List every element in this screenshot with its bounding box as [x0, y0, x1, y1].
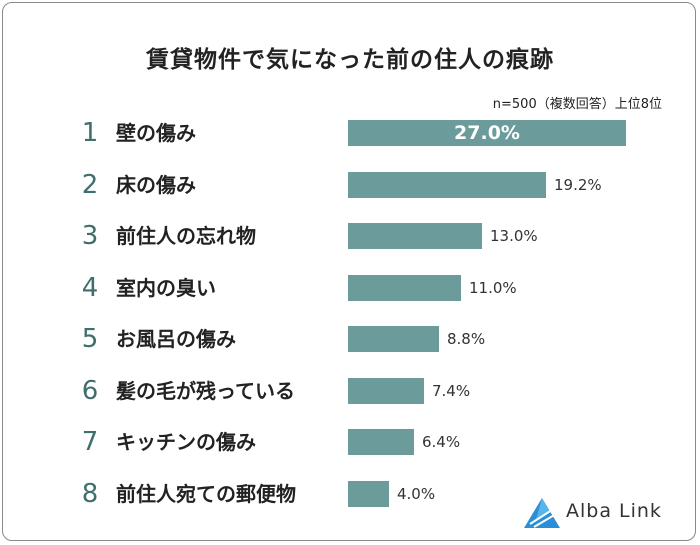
bar-row: 5 お風呂の傷み 8.8% [0, 324, 700, 354]
value-label: 6.4% [422, 433, 461, 451]
category-label: 壁の傷み [116, 121, 196, 145]
brand-name: Alba Link [566, 500, 662, 522]
category-label: キッチンの傷み [116, 430, 256, 454]
rank-number: 1 [81, 118, 99, 148]
bar [348, 274, 461, 301]
rank-number: 8 [81, 478, 99, 509]
rank-number: 4 [81, 272, 99, 303]
value-label: 27.0% [454, 122, 520, 144]
alba-link-logo-icon [524, 498, 560, 528]
bar [348, 120, 626, 146]
bar-row: 8 前住人宛ての郵便物 4.0% [0, 479, 700, 509]
bar-row: 1 壁の傷み 27.0% [0, 118, 700, 148]
category-label: 前住人宛ての郵便物 [116, 481, 296, 506]
bar-row: 3 前住人の忘れ物 13.0% [0, 221, 700, 251]
rank-number: 7 [81, 427, 99, 457]
bar-row: 6 髪の毛が残っている 7.4% [0, 376, 700, 406]
value-label: 7.4% [432, 381, 471, 400]
rank-number: 6 [81, 375, 99, 406]
bar [348, 377, 424, 404]
sample-note: n=500（複数回答）上位8位 [492, 97, 662, 112]
bar [348, 326, 439, 352]
bar [348, 171, 546, 198]
value-label: 11.0% [469, 278, 517, 297]
value-label: 4.0% [397, 484, 436, 503]
value-label: 13.0% [490, 227, 538, 245]
rank-number: 2 [81, 169, 99, 200]
brand-logo: Alba Link [522, 496, 682, 530]
value-label: 19.2% [554, 175, 602, 194]
value-label: 8.8% [447, 330, 486, 348]
category-label: 髪の毛が残っている [116, 378, 295, 403]
bar [348, 480, 389, 507]
bar-row: 4 室内の臭い 11.0% [0, 273, 700, 303]
category-label: 室内の臭い [116, 275, 216, 300]
category-label: 床の傷み [116, 172, 196, 197]
rank-number: 3 [81, 221, 99, 251]
bar [348, 223, 482, 249]
chart-title: 賃貸物件で気になった前の住人の痕跡 [146, 47, 554, 73]
bar-row: 7 キッチンの傷み 6.4% [0, 427, 700, 457]
bar-row: 2 床の傷み 19.2% [0, 170, 700, 200]
category-label: お風呂の傷み [116, 327, 236, 351]
category-label: 前住人の忘れ物 [116, 224, 256, 248]
bar [348, 429, 414, 455]
rank-number: 5 [81, 324, 99, 354]
